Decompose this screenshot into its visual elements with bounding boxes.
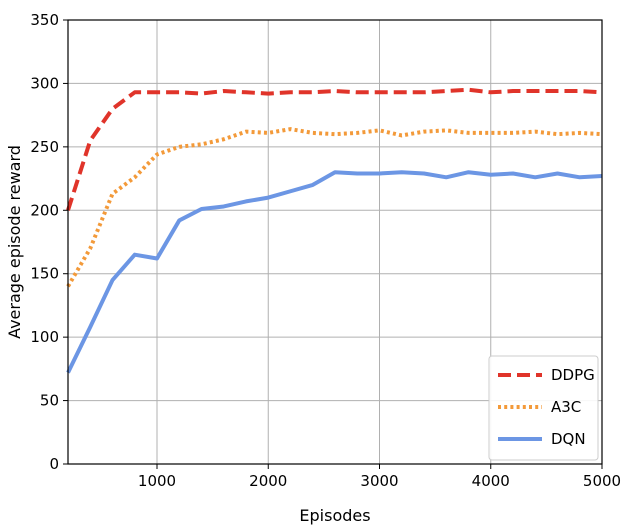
x-tick-label: 3000	[360, 472, 398, 490]
series-group	[66, 87, 603, 374]
plot-frame	[67, 19, 603, 465]
x-axis-label: Episodes	[299, 506, 370, 525]
y-tick-label: 250	[30, 138, 59, 156]
y-tick-label: 300	[30, 74, 59, 92]
series-line-dqn	[66, 170, 603, 374]
series-line-a3c	[66, 127, 603, 288]
y-tick-label: 200	[30, 201, 59, 219]
series-line-ddpg	[66, 87, 603, 211]
axis-ticks: 1000 2000 3000 4000 5000 0 50 100 150 200 250 300 35…	[30, 11, 621, 490]
legend-label-ddpg: DDPG	[551, 366, 595, 384]
x-tick-label: 2000	[249, 472, 287, 490]
x-tick-label: 5000	[583, 472, 621, 490]
y-tick-label: 350	[30, 11, 59, 29]
legend-box	[488, 355, 599, 461]
y-axis-label: Average episode reward	[5, 145, 24, 339]
legend-label-a3c: A3C	[551, 398, 581, 416]
x-tick-label: 4000	[472, 472, 510, 490]
legend: DDPG A3C DQN	[488, 355, 599, 461]
x-tick-label: 1000	[138, 472, 176, 490]
y-tick-label: 100	[30, 328, 59, 346]
legend-label-dqn: DQN	[551, 430, 586, 448]
y-tick-label: 0	[49, 455, 59, 473]
y-tick-label: 50	[40, 392, 59, 410]
y-tick-label: 150	[30, 265, 59, 283]
